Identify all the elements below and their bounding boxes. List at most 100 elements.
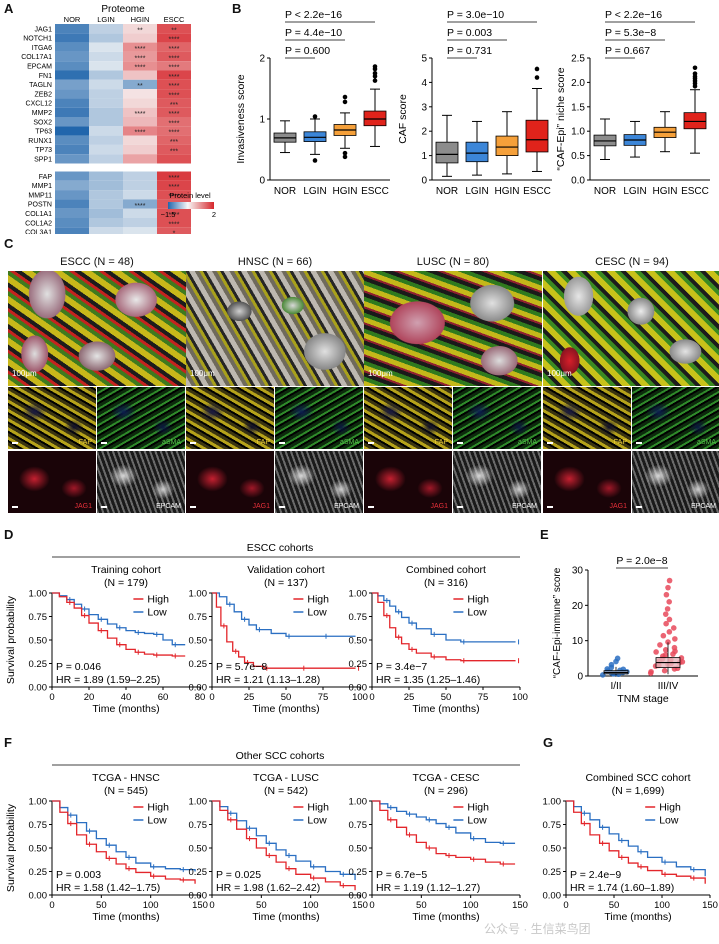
heatmap-top-cell <box>55 33 89 43</box>
km-x-tick-label: 150 <box>192 900 208 911</box>
legend-gradient <box>168 202 214 209</box>
km-n-d0: (N = 179) <box>104 577 148 589</box>
km-x-tick-label: 80 <box>195 692 206 703</box>
channel-image-epcam: EPCAM <box>453 451 541 513</box>
heatmap-top-significance: **** <box>135 130 146 137</box>
panel-letter-a: A <box>4 1 14 16</box>
heatmap-top-cell <box>89 61 123 71</box>
b-category-lgin: LGIN <box>465 186 488 197</box>
km-x-tick-label: 75 <box>478 692 489 703</box>
km-y-tick-label: 1.00 <box>189 797 208 808</box>
heatmap-gene-itga6: ITGA6 <box>32 45 52 52</box>
e-point <box>653 649 659 655</box>
km-x-tick-label: 100 <box>303 900 319 911</box>
heatmap-top-significance: **** <box>169 111 180 118</box>
b-ylabel-2: “CAF-Epi” niche score <box>555 67 567 170</box>
heatmap-top-cell <box>157 117 191 127</box>
heatmap-column-escc: ESCC <box>164 15 185 24</box>
e-y-tick-label: 20 <box>572 601 584 612</box>
channel-label-epcam: EPCAM <box>156 503 181 510</box>
b-tick-label-2: 0.0 <box>571 176 585 187</box>
km-x-tick-label: 20 <box>84 692 95 703</box>
heatmap-top-cell <box>55 107 89 117</box>
heatmap-gene-tagln: TAGLN <box>29 82 52 89</box>
heatmap-top-cell <box>55 135 89 145</box>
heatmap-bottom-cell <box>89 218 123 228</box>
heatmap-bottom-significance: **** <box>135 203 146 210</box>
channel-image-epcam: EPCAM <box>275 451 363 513</box>
heatmap-top-cell <box>123 51 157 62</box>
km-n-f2: (N = 296) <box>424 785 468 797</box>
image-tile-escc: 100μm FAP aSMA JAG1 EPCAM <box>8 271 186 513</box>
channel-label-asma: aSMA <box>517 439 537 446</box>
d-group-title: ESCC cohorts <box>247 542 314 554</box>
panel-letter-g: G <box>543 735 554 750</box>
km-title-f2: TCGA - CESC <box>412 772 480 784</box>
heatmap-gene-fap: FAP <box>39 174 53 181</box>
b-box-lgin <box>465 141 489 163</box>
e-point <box>665 584 671 591</box>
km-curve-high <box>212 592 356 669</box>
heatmap-bottom-cell <box>123 218 157 228</box>
heatmap-top-cell <box>123 33 157 43</box>
heatmap-top-significance: **** <box>135 55 146 62</box>
km-y-tick-label: 1.00 <box>543 797 562 808</box>
heatmap-top-cell <box>157 70 191 80</box>
km-legend-high: High <box>147 802 169 814</box>
km-hr: HR = 1.98 (1.62–2.42) <box>216 882 320 894</box>
e-point <box>679 659 686 665</box>
scale-bar <box>101 506 107 508</box>
b-category-nor: NOR <box>594 186 616 197</box>
km-legend-high: High <box>307 594 329 606</box>
km-title-g0: Combined SCC cohort <box>585 772 690 784</box>
heatmap-gene-cxcl12: CXCL12 <box>26 101 53 108</box>
km-y-tick-label: 0.50 <box>29 844 48 855</box>
km-x-tick-label: 50 <box>416 900 427 911</box>
km-y-tick-label: 0.00 <box>543 891 562 902</box>
km-y-tick-label: 0.75 <box>29 820 48 831</box>
channel-image-fap: FAP <box>364 387 452 449</box>
km-y-tick-label: 0.25 <box>349 659 368 670</box>
heatmap-top-cell <box>55 70 89 80</box>
km-x-tick-label: 0 <box>49 900 54 911</box>
km-xlabel: Time (months) <box>412 703 479 715</box>
km-n-d1: (N = 137) <box>264 577 308 589</box>
heatmap-bottom-cell <box>157 218 191 228</box>
heatmap-top-significance: **** <box>169 46 180 53</box>
image-tile-hnsc: 100μm FAP aSMA JAG1 EPCAM <box>186 271 364 513</box>
heatmap-top-cell <box>123 61 157 71</box>
heatmap-top-cell <box>123 98 157 108</box>
b-tick-label-2: 1.0 <box>571 127 585 138</box>
heatmap-top-cell <box>55 126 89 136</box>
channel-image-asma: aSMA <box>632 387 719 449</box>
channel-label-fap: FAP <box>613 439 627 446</box>
km-y-tick-label: 0.25 <box>29 659 48 670</box>
heatmap-top-significance: *** <box>170 148 178 155</box>
heatmap-top-cell <box>89 135 123 145</box>
scale-bar <box>279 506 285 508</box>
heatmap-bottom-significance: **** <box>169 212 180 219</box>
b-tick-label-0: 1 <box>259 115 265 126</box>
km-pvalue: P = 0.046 <box>56 661 101 673</box>
channel-image-asma: aSMA <box>97 387 185 449</box>
heatmap-top-cell <box>55 79 89 90</box>
heatmap-top-cell <box>123 42 157 52</box>
tile-title-cesc: CESC (N = 94) <box>595 256 669 268</box>
km-title-d0: Training cohort <box>91 564 161 576</box>
km-x-tick-label: 100 <box>654 900 670 911</box>
km-y-tick-label: 1.00 <box>189 589 208 600</box>
heatmap-top-cell <box>55 89 89 99</box>
heatmap-top-cell <box>157 98 191 108</box>
heatmap-bottom-cell <box>157 227 191 234</box>
km-legend-high: High <box>659 802 681 814</box>
km-pvalue: P = 0.025 <box>216 869 261 881</box>
merged-image-hnsc: 100μm <box>186 271 364 386</box>
image-tile-lusc: 100μm FAP aSMA JAG1 EPCAM <box>364 271 542 513</box>
scale-bar <box>636 442 642 444</box>
scale-bar <box>547 442 553 444</box>
e-point <box>663 591 670 598</box>
km-xlabel: Time (months) <box>412 911 479 923</box>
e-point <box>670 625 677 631</box>
km-legend-low: Low <box>467 607 487 619</box>
